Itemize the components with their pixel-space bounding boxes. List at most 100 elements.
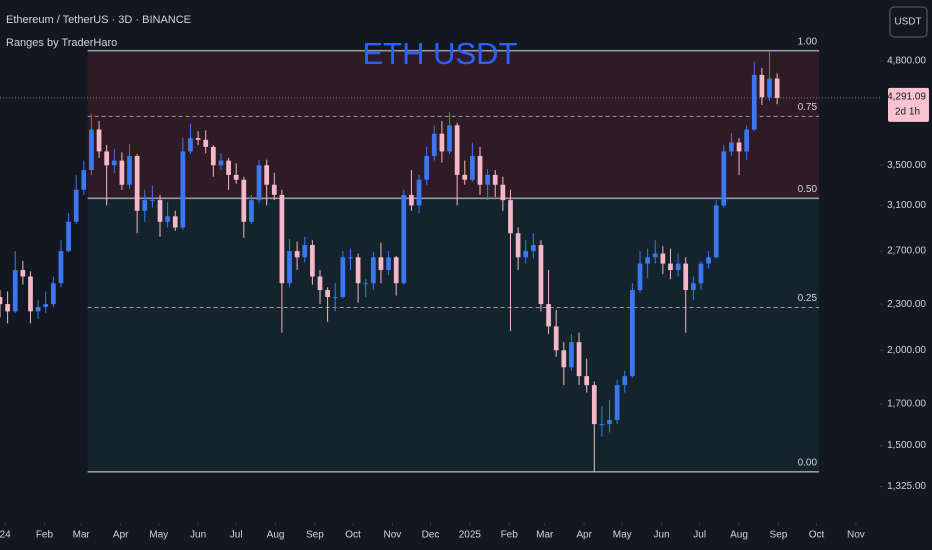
x-tick-label: 2025	[459, 530, 482, 541]
candle-body	[210, 146, 216, 166]
candle-body	[348, 257, 353, 259]
candle-body	[302, 245, 308, 258]
y-tick-label: 1,500.00	[887, 440, 926, 451]
candle-body	[454, 125, 460, 175]
candle-body	[538, 245, 544, 305]
candle-body	[325, 290, 330, 298]
candle-body	[706, 257, 711, 264]
candle-body	[142, 200, 148, 211]
x-tick-label: Jun	[654, 530, 670, 541]
y-tick-label: 3,100.00	[887, 200, 926, 211]
candle-body	[637, 263, 643, 291]
candle-body	[553, 326, 559, 351]
candle-body	[569, 342, 574, 368]
candle-body	[660, 253, 666, 264]
chart-title: ETH USDT	[363, 36, 518, 71]
candle-body	[431, 133, 437, 156]
candle-body	[530, 245, 536, 252]
candle-body	[0, 297, 3, 305]
candle-body	[134, 155, 140, 211]
candle-body	[119, 160, 125, 185]
candle-body	[477, 155, 483, 185]
candle-body	[424, 155, 430, 180]
candle-body	[5, 304, 10, 312]
y-tick-label: 1,325.00	[887, 481, 926, 492]
candle-body	[50, 283, 56, 305]
candle-body	[150, 200, 155, 202]
candle-body	[355, 257, 361, 284]
candle-body	[774, 78, 780, 98]
candle-body	[20, 270, 26, 277]
candle-body	[58, 251, 64, 284]
candle-body	[279, 194, 285, 284]
candle-body	[378, 257, 384, 270]
candle-body	[249, 200, 254, 222]
x-tick-label: Mar	[536, 530, 554, 541]
candle-body	[599, 424, 605, 426]
range-level-label: 1.00	[798, 36, 818, 47]
range-level-label: 0.25	[798, 293, 818, 304]
last-price-label: 4,291.09	[887, 92, 926, 103]
candle-body	[317, 276, 323, 291]
candle-body	[370, 257, 376, 284]
candle-body	[157, 200, 163, 222]
candle-body	[363, 283, 369, 285]
currency-label[interactable]: USDT	[894, 17, 921, 28]
candle-body	[203, 139, 209, 147]
candle-body	[188, 138, 193, 152]
x-tick-label: Sep	[306, 530, 324, 541]
candle-body	[96, 129, 102, 152]
candle-body	[767, 78, 772, 98]
candle-body	[409, 194, 414, 206]
candle-body	[698, 263, 704, 284]
candle-body	[759, 74, 765, 98]
candle-body	[264, 165, 270, 185]
x-tick-label: Sep	[770, 530, 788, 541]
y-tick-label: 3,500.00	[887, 160, 926, 171]
candle-body	[81, 170, 87, 190]
candle-body	[546, 304, 551, 327]
x-tick-label: Dec	[422, 530, 440, 541]
range-level-label: 0.00	[798, 457, 818, 468]
candle-body	[690, 283, 696, 291]
candle-body	[386, 257, 391, 270]
x-tick-label: Aug	[730, 530, 748, 541]
candle-body	[683, 263, 689, 291]
candle-body	[111, 160, 117, 166]
candle-body	[416, 179, 422, 206]
candle-body	[470, 155, 475, 180]
x-tick-label: Jul	[693, 530, 706, 541]
symbol-info: Ethereum / TetherUS · 3D · BINANCE	[6, 14, 191, 26]
candle-body	[195, 138, 201, 140]
currency-button[interactable]	[889, 6, 928, 38]
candle-body	[721, 151, 727, 206]
candle-body	[668, 263, 673, 271]
x-tick-label: May	[613, 530, 632, 541]
x-tick-label: 24	[0, 530, 11, 541]
candle-body	[584, 376, 590, 386]
candle-body	[271, 184, 277, 195]
candle-body	[439, 133, 445, 152]
candle-body	[340, 257, 346, 298]
candle-body	[515, 233, 521, 258]
candle-body	[729, 142, 734, 152]
x-tick-label: Nov	[383, 530, 401, 541]
candle-body	[28, 276, 33, 312]
x-tick-label: Oct	[809, 530, 825, 541]
candle-body	[675, 263, 681, 271]
candle-body	[492, 174, 498, 185]
y-tick-label: 4,800.00	[887, 55, 926, 66]
y-tick-label: 2,300.00	[887, 299, 926, 310]
candle-body	[607, 420, 612, 425]
indicator-name: Ranges by TraderHaro	[6, 37, 117, 49]
candle-body	[462, 174, 468, 180]
candle-body	[713, 205, 719, 258]
candle-body	[233, 174, 239, 180]
candle-body	[645, 257, 650, 264]
candle-body	[523, 251, 529, 258]
x-tick-label: Apr	[113, 530, 129, 541]
candle-body	[12, 270, 18, 312]
x-tick-label: Nov	[847, 530, 865, 541]
